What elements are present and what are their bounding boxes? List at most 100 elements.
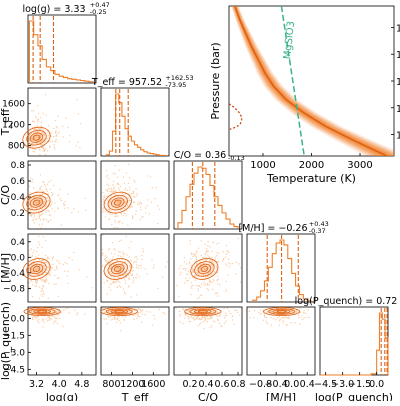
sample-point bbox=[39, 133, 41, 136]
sample-point bbox=[109, 283, 112, 285]
sample-point bbox=[132, 191, 135, 193]
sample-point bbox=[46, 183, 49, 185]
sample-point bbox=[28, 131, 30, 134]
sample-point bbox=[222, 260, 224, 262]
sample-point bbox=[227, 262, 230, 264]
sample-point bbox=[158, 308, 161, 311]
sample-point bbox=[43, 183, 46, 186]
sample-point bbox=[179, 315, 182, 317]
sample-point bbox=[119, 286, 122, 288]
sample-point bbox=[110, 279, 112, 281]
sample-point bbox=[124, 193, 126, 196]
sample-point bbox=[37, 246, 39, 249]
sample-point bbox=[113, 316, 115, 319]
sample-point bbox=[109, 316, 112, 318]
sample-point bbox=[49, 145, 51, 148]
sample-point bbox=[55, 317, 58, 319]
sample-point bbox=[196, 251, 198, 253]
sample-point bbox=[272, 318, 275, 320]
pt-y-tick-label: 10¹ bbox=[396, 131, 400, 142]
sample-point bbox=[101, 265, 104, 267]
pt-plot-area: MgSiO3 bbox=[229, 6, 394, 156]
sample-point bbox=[111, 273, 113, 275]
sample-point bbox=[286, 324, 288, 326]
sample-point bbox=[204, 268, 206, 270]
sample-point bbox=[277, 317, 279, 319]
panel-frame bbox=[173, 306, 243, 376]
sample-point bbox=[45, 276, 47, 278]
density-contour-2 bbox=[29, 197, 44, 208]
sample-point bbox=[128, 278, 131, 280]
sample-point bbox=[142, 248, 144, 250]
sample-point bbox=[216, 252, 218, 254]
sample-point bbox=[190, 316, 192, 319]
sample-point bbox=[205, 276, 207, 278]
sample-point bbox=[47, 316, 49, 319]
sample-point bbox=[43, 150, 45, 152]
sample-point bbox=[113, 186, 115, 188]
sample-point bbox=[179, 321, 181, 323]
sample-point bbox=[60, 312, 62, 314]
sample-point bbox=[67, 126, 70, 129]
y-axis-label: T_eff bbox=[0, 108, 12, 136]
sample-point bbox=[136, 273, 138, 276]
panel-frame bbox=[27, 233, 97, 303]
sample-point bbox=[138, 201, 140, 204]
sample-point bbox=[259, 313, 261, 316]
sample-point bbox=[225, 314, 228, 317]
sample-point bbox=[103, 282, 105, 284]
sample-point bbox=[44, 93, 47, 96]
sample-point bbox=[40, 125, 43, 127]
sample-point bbox=[234, 309, 236, 311]
sample-point bbox=[117, 280, 120, 283]
sample-point bbox=[135, 256, 138, 258]
sample-point bbox=[284, 315, 286, 318]
sample-point bbox=[225, 253, 228, 255]
sample-point bbox=[113, 318, 116, 321]
sample-point bbox=[157, 287, 159, 290]
sample-point bbox=[77, 113, 80, 115]
sample-point bbox=[114, 215, 116, 217]
sample-point bbox=[131, 205, 133, 208]
sample-point bbox=[219, 313, 221, 315]
sample-point bbox=[294, 310, 297, 313]
sample-point bbox=[64, 200, 66, 203]
sample-point bbox=[45, 211, 47, 213]
sample-point bbox=[128, 199, 131, 202]
sample-point bbox=[47, 297, 50, 300]
sample-point bbox=[36, 105, 39, 107]
sample-point bbox=[50, 219, 52, 221]
sample-point bbox=[31, 284, 34, 286]
sample-point bbox=[43, 293, 45, 296]
sample-point bbox=[46, 200, 48, 202]
sample-point bbox=[258, 311, 260, 314]
sample-point bbox=[151, 187, 153, 189]
sample-point bbox=[133, 179, 135, 182]
sample-point bbox=[66, 263, 68, 265]
sample-point bbox=[187, 318, 190, 320]
sample-point bbox=[198, 323, 201, 325]
sample-point bbox=[178, 267, 180, 270]
sample-point bbox=[209, 327, 211, 329]
sample-point bbox=[138, 203, 141, 205]
sample-point bbox=[69, 135, 71, 137]
sample-point bbox=[200, 240, 202, 242]
sample-point bbox=[149, 311, 151, 313]
sample-point bbox=[108, 177, 110, 180]
sample-point bbox=[298, 323, 301, 325]
sample-point bbox=[39, 206, 41, 208]
sample-point bbox=[49, 188, 51, 191]
sample-point bbox=[43, 181, 45, 184]
sample-point bbox=[79, 146, 81, 149]
sample-point bbox=[102, 308, 104, 310]
sample-point bbox=[182, 268, 184, 270]
sample-point bbox=[186, 273, 188, 276]
sample-point bbox=[200, 254, 202, 257]
sample-point bbox=[108, 248, 110, 250]
sample-point bbox=[203, 321, 205, 323]
sample-point bbox=[216, 315, 218, 317]
y-tick-label: 0.0 bbox=[11, 314, 26, 324]
sample-point bbox=[41, 190, 43, 192]
sample-point bbox=[109, 262, 112, 264]
